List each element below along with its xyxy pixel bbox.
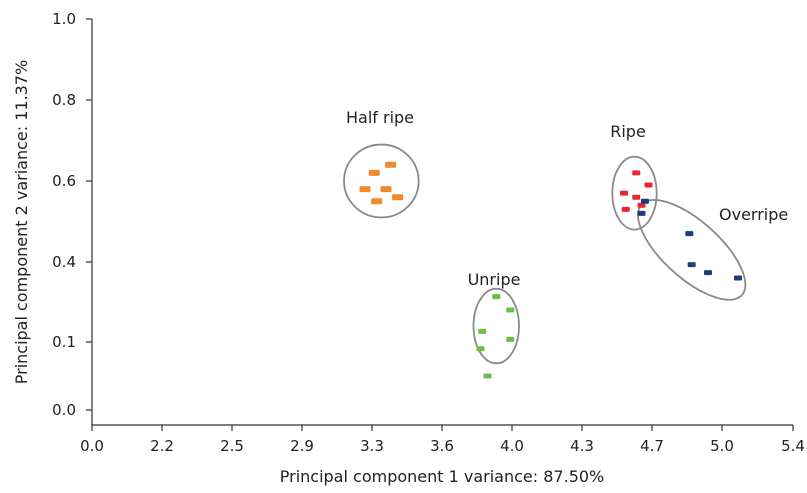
y-tick-label: 0.4 bbox=[52, 253, 76, 271]
data-point-half-ripe bbox=[359, 186, 371, 193]
cluster-label-half-ripe: Half ripe bbox=[346, 108, 414, 127]
x-tick-label: 4.3 bbox=[570, 437, 594, 455]
x-tick-label: 0.0 bbox=[80, 437, 104, 455]
data-point-unripe bbox=[476, 346, 485, 352]
x-tick-label: 5.4 bbox=[781, 437, 805, 455]
cluster-ellipse-half-ripe bbox=[343, 143, 420, 219]
y-ticks: 0.0 0.1 0.4 0.6 0.8 1.0 bbox=[52, 10, 92, 419]
data-point-ripe bbox=[621, 206, 630, 212]
data-point-overripe bbox=[733, 275, 742, 281]
x-axis-title: Principal component 1 variance: 87.50% bbox=[280, 467, 605, 486]
x-tick-label: 2.5 bbox=[220, 437, 244, 455]
x-tick-label: 4.0 bbox=[500, 437, 524, 455]
cluster-ellipse-ripe bbox=[611, 155, 658, 231]
y-tick-label: 0.8 bbox=[52, 91, 76, 109]
data-point-ripe bbox=[620, 190, 628, 196]
cluster-ellipses bbox=[343, 143, 747, 365]
data-point-half-ripe bbox=[385, 161, 397, 168]
cluster-labels: Half ripe Ripe Overripe Unripe bbox=[346, 108, 788, 289]
data-point-unripe bbox=[492, 294, 501, 300]
data-point-half-ripe bbox=[392, 194, 404, 201]
y-tick-label: 1.0 bbox=[52, 10, 76, 28]
data-point-overripe bbox=[687, 262, 696, 268]
cluster-label-overripe: Overripe bbox=[719, 205, 788, 224]
data-points bbox=[359, 161, 742, 379]
data-point-overripe bbox=[685, 231, 694, 237]
y-tick-label: 0.0 bbox=[52, 401, 76, 419]
data-point-unripe bbox=[478, 328, 487, 334]
x-tick-label: 3.3 bbox=[360, 437, 384, 455]
data-point-ripe bbox=[644, 182, 653, 188]
axes bbox=[91, 19, 793, 426]
cluster-ellipse-unripe bbox=[472, 287, 520, 365]
data-point-half-ripe bbox=[371, 198, 383, 205]
data-point-unripe bbox=[506, 336, 515, 342]
x-tick-label: 4.7 bbox=[640, 437, 664, 455]
data-point-unripe bbox=[506, 307, 515, 313]
data-point-ripe bbox=[632, 170, 641, 176]
data-point-overripe bbox=[637, 210, 646, 216]
data-point-overripe bbox=[641, 198, 649, 204]
data-point-half-ripe bbox=[368, 169, 380, 176]
x-tick-label: 2.2 bbox=[150, 437, 174, 455]
data-point-ripe bbox=[632, 194, 641, 200]
y-tick-label: 0.6 bbox=[52, 172, 76, 190]
data-point-unripe bbox=[483, 373, 492, 379]
data-point-ripe bbox=[637, 202, 646, 208]
x-tick-label: 2.9 bbox=[290, 437, 314, 455]
cluster-label-ripe: Ripe bbox=[610, 122, 646, 141]
y-tick-label: 0.1 bbox=[52, 333, 76, 351]
x-tick-label: 5.0 bbox=[710, 437, 734, 455]
x-ticks: 0.0 2.2 2.5 2.9 3.3 3.6 4.0 4.3 4.7 5.0 5.4 bbox=[80, 425, 805, 455]
x-tick-label: 3.6 bbox=[430, 437, 454, 455]
data-point-half-ripe bbox=[380, 186, 392, 193]
data-point-overripe bbox=[704, 270, 712, 276]
y-axis-title: Principal component 2 variance: 11.37% bbox=[12, 60, 31, 385]
cluster-label-unripe: Unripe bbox=[468, 270, 521, 289]
